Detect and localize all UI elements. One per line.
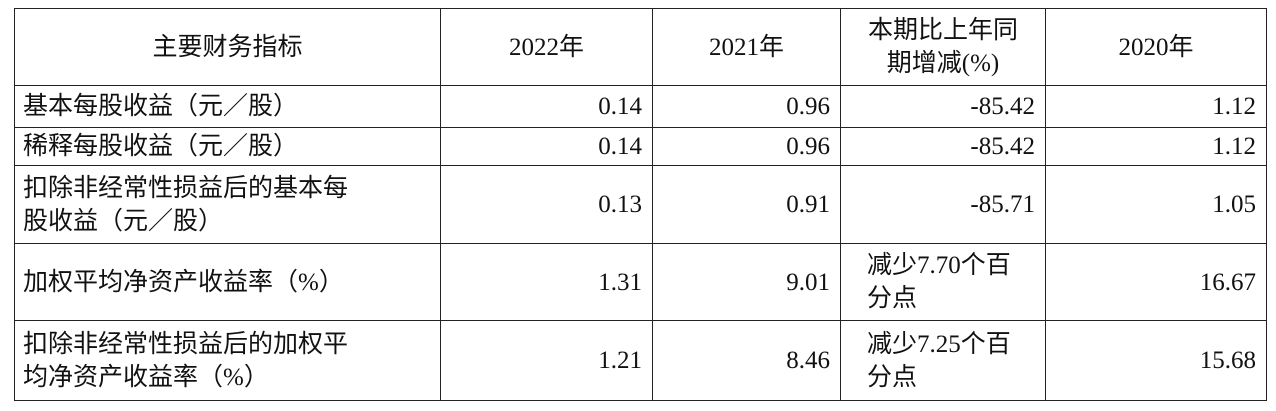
- value-cell: 减少7.70个百 分点: [840, 243, 1046, 321]
- header-cell: 2022年: [440, 8, 653, 86]
- value-cell: 1.31: [440, 243, 653, 321]
- value-cell: 0.96: [652, 85, 841, 128]
- metric-name: 基本每股收益（元／股）: [14, 85, 441, 128]
- table-row: 扣除非经常性损益后的加权平 均净资产收益率（%） 1.21 8.46 减少7.25个百…: [14, 320, 1267, 401]
- financial-table: 主要财务指标 2022年 2021年 本期比上年同 期增减(%) 2020年 基本每股收…: [14, 8, 1267, 401]
- header-cell: 本期比上年同 期增减(%): [840, 8, 1046, 86]
- metric-name: 扣除非经常性损益后的基本每 股收益（元／股）: [14, 165, 441, 244]
- value-cell: 0.91: [652, 165, 841, 244]
- value-cell: 0.96: [652, 127, 841, 166]
- value-cell: 15.68: [1045, 320, 1267, 401]
- value-cell: 减少7.25个百 分点: [840, 320, 1046, 401]
- value-cell: 9.01: [652, 243, 841, 321]
- value-cell: -85.71: [840, 165, 1046, 244]
- header-cell: 2021年: [652, 8, 841, 86]
- value-cell: 8.46: [652, 320, 841, 401]
- header-cell: 2020年: [1045, 8, 1267, 86]
- table-body: 基本每股收益（元／股） 0.14 0.96 -85.42 1.12 稀释每股收益（元／股）…: [14, 85, 1267, 401]
- value-cell: 0.14: [440, 85, 653, 128]
- value-cell: 1.12: [1045, 85, 1267, 128]
- metric-name: 稀释每股收益（元／股）: [14, 127, 441, 166]
- header-cell: 主要财务指标: [14, 8, 441, 86]
- value-cell: 16.67: [1045, 243, 1267, 321]
- value-cell: 1.05: [1045, 165, 1267, 244]
- table-row: 加权平均净资产收益率（%） 1.31 9.01 减少7.70个百 分点 16.67: [14, 243, 1267, 321]
- table-row: 稀释每股收益（元／股） 0.14 0.96 -85.42 1.12: [14, 127, 1267, 166]
- value-cell: 1.12: [1045, 127, 1267, 166]
- metric-name: 扣除非经常性损益后的加权平 均净资产收益率（%）: [14, 320, 441, 401]
- table-row: 扣除非经常性损益后的基本每 股收益（元／股） 0.13 0.91 -85.71 1.05: [14, 165, 1267, 244]
- metric-name: 加权平均净资产收益率（%）: [14, 243, 441, 321]
- value-cell: 0.14: [440, 127, 653, 166]
- value-cell: -85.42: [840, 127, 1046, 166]
- table-row: 基本每股收益（元／股） 0.14 0.96 -85.42 1.12: [14, 85, 1267, 128]
- value-cell: -85.42: [840, 85, 1046, 128]
- value-cell: 0.13: [440, 165, 653, 244]
- value-cell: 1.21: [440, 320, 653, 401]
- header-row: 主要财务指标 2022年 2021年 本期比上年同 期增减(%) 2020年: [14, 8, 1267, 86]
